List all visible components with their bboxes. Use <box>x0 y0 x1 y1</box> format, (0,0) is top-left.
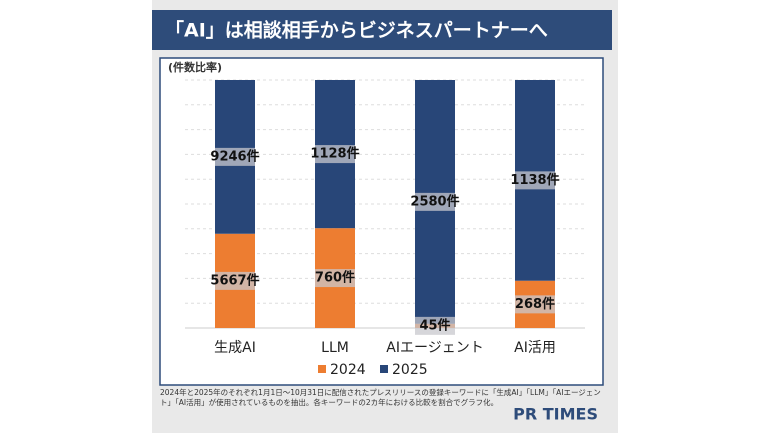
value-label: 2580件 <box>410 193 459 209</box>
title-bar <box>152 10 612 50</box>
label-band <box>515 295 555 314</box>
value-label: 1138件 <box>510 172 559 188</box>
legend-swatch <box>318 365 326 373</box>
value-label: 5667件 <box>210 272 259 288</box>
legend-swatch <box>380 365 388 373</box>
x-tick-label: AIエージェント <box>386 340 483 356</box>
value-label: 1128件 <box>310 146 359 162</box>
legend-label: 2024 <box>330 362 366 378</box>
x-tick-label: AI活用 <box>514 340 556 356</box>
footnote: 2024年と2025年のそれぞれ1月1日〜10月31日に配信されたプレスリリース… <box>160 388 601 407</box>
y-axis-label: (件数比率) <box>168 60 222 74</box>
label-band <box>415 316 455 335</box>
legend-label: 2025 <box>392 362 428 378</box>
label-band <box>315 145 355 164</box>
label-band <box>415 192 455 211</box>
x-tick-label: LLM <box>321 340 349 356</box>
chart-title: 「AI」は相談相手からビジネスパートナーへ <box>165 19 548 42</box>
footnote-box: 2024年と2025年のそれぞれ1月1日〜10月31日に配信されたプレスリリース… <box>160 388 601 407</box>
value-label: 268件 <box>515 296 555 312</box>
label-band <box>215 271 255 290</box>
value-label: 45件 <box>419 317 450 333</box>
value-label: 760件 <box>315 270 355 286</box>
value-label: 9246件 <box>210 148 259 164</box>
label-band <box>515 171 555 190</box>
label-band <box>315 269 355 288</box>
logo: PR TIMES <box>513 405 598 424</box>
label-band <box>215 147 255 166</box>
x-tick-label: 生成AI <box>214 340 256 356</box>
